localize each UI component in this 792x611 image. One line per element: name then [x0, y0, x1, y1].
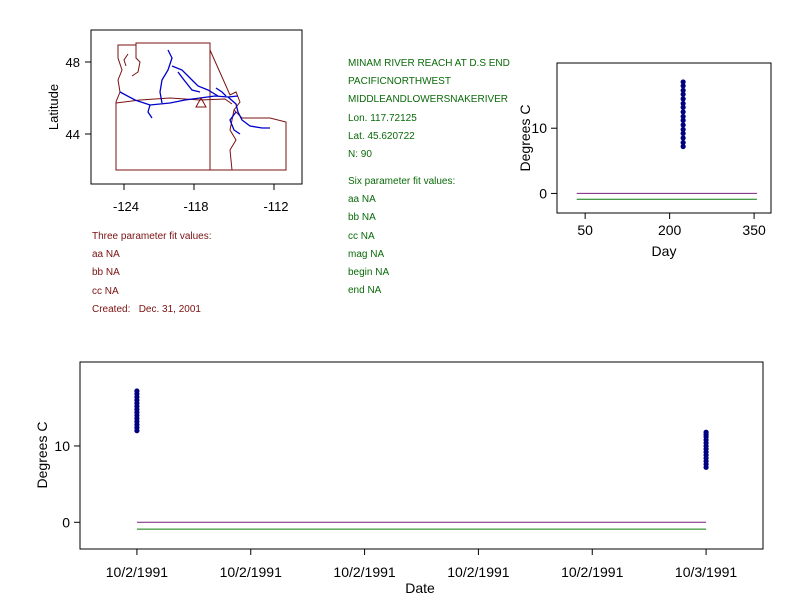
data-point	[134, 388, 140, 394]
data-point	[680, 126, 686, 133]
station-basin: MIDDLEANDLOWERSNAKERIVER	[348, 94, 509, 106]
x-tick-label: 10/2/1991	[220, 564, 282, 580]
day-chart-xlabel: Day	[652, 243, 677, 259]
data-point	[680, 109, 686, 115]
date-chart-frame	[79, 361, 764, 550]
data-point	[703, 429, 709, 435]
six-param-end: end NA	[348, 285, 382, 297]
x-tick-label: 10/2/1991	[447, 564, 509, 580]
data-point	[680, 91, 686, 97]
data-point	[680, 87, 686, 93]
y-tick-label: 0	[62, 514, 70, 530]
six-param-cc: cc NA	[348, 230, 375, 242]
x-tick-label: 10/3/1991	[675, 564, 737, 580]
data-point	[680, 104, 686, 110]
x-tick-label: 10/2/1991	[106, 564, 168, 580]
data-point	[680, 79, 686, 85]
six-param-bb: bb NA	[348, 212, 376, 224]
three-param-cc: cc NA	[92, 285, 119, 297]
station-info: MINAM RIVER REACH AT D.S END PACIFICNORT…	[348, 55, 510, 164]
date-chart-ylabel: Degrees C	[34, 422, 50, 489]
map-xtick-label: -124	[113, 199, 139, 214]
y-tick-label: 10	[54, 438, 70, 454]
station-lon: Lon. 117.72125	[348, 112, 417, 124]
station-name: MINAM RIVER REACH AT D.S END	[348, 58, 510, 69]
data-point	[680, 113, 686, 120]
x-tick-label: 350	[742, 222, 766, 238]
six-param-header: Six parameter fit values:	[348, 176, 456, 187]
data-point	[680, 143, 686, 150]
x-tick-label: 200	[658, 222, 682, 238]
station-region: PACIFICNORTHWEST	[348, 76, 451, 88]
day-chart-frame	[556, 62, 772, 214]
data-point	[680, 135, 686, 141]
y-tick-label: 0	[539, 185, 547, 201]
day-chart-ylabel: Degrees C	[517, 105, 533, 172]
three-param-header: Three parameter fit values:	[92, 231, 212, 242]
map-xtick-label: -112	[263, 199, 288, 214]
three-param-aa: aa NA	[92, 249, 120, 261]
data-point	[680, 83, 686, 89]
map-frame	[90, 29, 303, 185]
station-lat: Lat. 45.620722	[348, 130, 415, 142]
data-point	[680, 100, 686, 107]
six-param-begin: begin NA	[348, 267, 390, 279]
created-date: Created: Dec. 31, 2001	[92, 303, 201, 315]
x-tick-label: 50	[577, 222, 593, 238]
y-tick-label: 10	[531, 120, 547, 136]
six-param-fit: Six parameter fit values: aa NA bb NA cc…	[348, 173, 455, 300]
data-point	[680, 130, 686, 137]
data-point	[680, 139, 686, 146]
three-param-fit: Three parameter fit values: aa NA bb NA …	[92, 228, 212, 319]
station-n: N: 90	[348, 149, 372, 161]
rivers	[119, 49, 270, 135]
x-tick-label: 10/2/1991	[333, 564, 395, 580]
date-chart-xlabel: Date	[405, 580, 435, 596]
data-point	[680, 122, 686, 128]
triangle-icon	[195, 96, 207, 108]
x-tick-label: 10/2/1991	[561, 564, 623, 580]
data-point	[680, 96, 686, 102]
map-ylabel: Latitude	[46, 84, 61, 130]
three-param-bb: bb NA	[92, 267, 120, 279]
six-param-aa: aa NA	[348, 194, 376, 206]
map-xtick-label: -118	[183, 199, 208, 214]
map-ytick-label: 48	[66, 55, 80, 70]
data-point	[680, 117, 686, 123]
map-ytick-label: 44	[66, 127, 80, 142]
six-param-mag: mag NA	[348, 248, 385, 260]
